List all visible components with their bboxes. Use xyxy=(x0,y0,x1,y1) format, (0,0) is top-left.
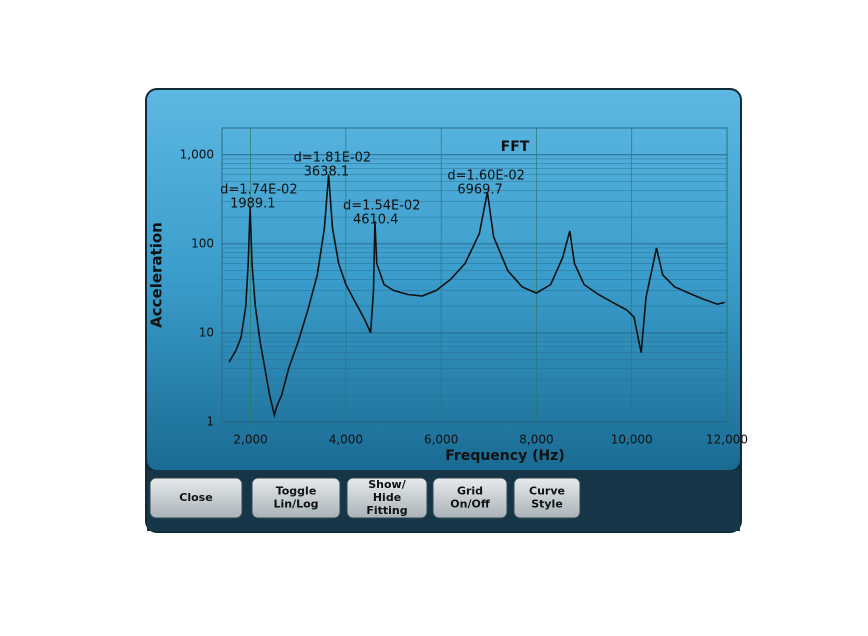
y-tick-label: 1 xyxy=(206,415,214,429)
button-label: Close xyxy=(179,491,212,504)
button[interactable]: Toggle Lin/Log xyxy=(251,477,341,519)
button[interactable]: Grid On/Off xyxy=(432,477,508,519)
button-face xyxy=(346,477,428,519)
y-tick-label: 10 xyxy=(199,325,214,339)
peak-frequency-label: 3638.1 xyxy=(304,165,350,180)
button[interactable]: Close xyxy=(149,477,243,519)
y-tick-label: 100 xyxy=(191,236,214,250)
button-face xyxy=(149,477,243,519)
peak-damping-label: d=1.74E-02 xyxy=(220,183,298,198)
button-label: Toggle Lin/Log xyxy=(273,485,318,511)
button-face xyxy=(432,477,508,519)
x-tick-label: 10,000 xyxy=(611,433,653,447)
peak-frequency-label: 1989.1 xyxy=(230,197,276,212)
button[interactable]: Show/Hide Fitting xyxy=(346,477,428,519)
button-label: Curve Style xyxy=(529,485,565,511)
button-label: Grid On/Off xyxy=(450,485,490,511)
x-tick-label: 12,000 xyxy=(706,433,748,447)
peak-damping-label: d=1.81E-02 xyxy=(294,151,372,166)
x-axis-title: Frequency (Hz) xyxy=(445,448,564,464)
plot-panel xyxy=(147,90,740,470)
spectrum-line xyxy=(228,174,725,419)
button-label: Show/Hide Fitting xyxy=(366,478,407,517)
x-tick-label: 2,000 xyxy=(233,433,267,447)
y-tick-label: 1,000 xyxy=(180,147,214,161)
peak-frequency-label: 4610.4 xyxy=(353,213,399,228)
button[interactable]: Curve Style xyxy=(513,477,581,519)
x-tick-label: 8,000 xyxy=(519,433,553,447)
button-face xyxy=(513,477,581,519)
peak-frequency-label: 6969.7 xyxy=(457,183,503,198)
button-face xyxy=(251,477,341,519)
peak-damping-label: d=1.60E-02 xyxy=(447,169,525,184)
chart-title: FFT xyxy=(501,139,530,155)
x-tick-label: 6,000 xyxy=(424,433,458,447)
y-axis-title: Acceleration xyxy=(148,222,166,328)
x-tick-label: 4,000 xyxy=(329,433,363,447)
peak-damping-label: d=1.54E-02 xyxy=(343,199,421,214)
button-bar: Close Toggle Lin/Log Show/Hide Fitting Grid On… xyxy=(147,470,740,531)
